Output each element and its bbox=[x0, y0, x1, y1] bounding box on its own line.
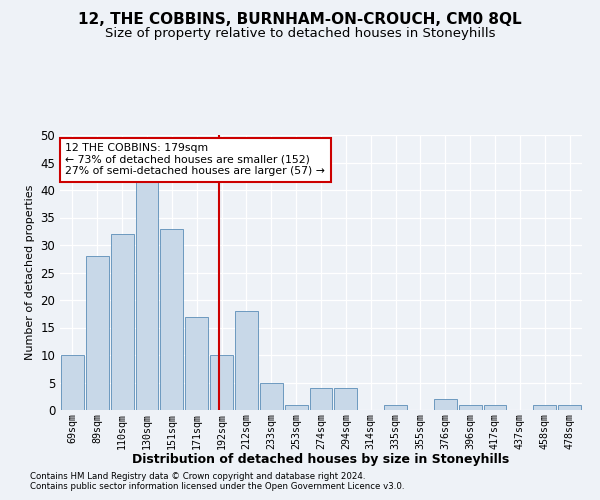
Bar bbox=[185, 316, 208, 410]
Text: Contains public sector information licensed under the Open Government Licence v3: Contains public sector information licen… bbox=[30, 482, 404, 491]
Y-axis label: Number of detached properties: Number of detached properties bbox=[25, 185, 35, 360]
Bar bbox=[136, 179, 158, 410]
Bar bbox=[210, 355, 233, 410]
Bar bbox=[533, 404, 556, 410]
Bar bbox=[334, 388, 357, 410]
Text: Size of property relative to detached houses in Stoneyhills: Size of property relative to detached ho… bbox=[105, 28, 495, 40]
Text: Contains HM Land Registry data © Crown copyright and database right 2024.: Contains HM Land Registry data © Crown c… bbox=[30, 472, 365, 481]
Bar bbox=[111, 234, 134, 410]
Bar bbox=[310, 388, 332, 410]
Bar bbox=[235, 311, 258, 410]
Bar bbox=[86, 256, 109, 410]
Text: 12 THE COBBINS: 179sqm
← 73% of detached houses are smaller (152)
27% of semi-de: 12 THE COBBINS: 179sqm ← 73% of detached… bbox=[65, 143, 325, 176]
Bar bbox=[459, 404, 482, 410]
Bar bbox=[384, 404, 407, 410]
Bar bbox=[160, 228, 183, 410]
Bar bbox=[61, 355, 84, 410]
Text: 12, THE COBBINS, BURNHAM-ON-CROUCH, CM0 8QL: 12, THE COBBINS, BURNHAM-ON-CROUCH, CM0 … bbox=[78, 12, 522, 28]
Bar bbox=[484, 404, 506, 410]
Text: Distribution of detached houses by size in Stoneyhills: Distribution of detached houses by size … bbox=[133, 452, 509, 466]
Bar bbox=[285, 404, 308, 410]
Bar bbox=[558, 404, 581, 410]
Bar bbox=[260, 382, 283, 410]
Bar bbox=[434, 399, 457, 410]
